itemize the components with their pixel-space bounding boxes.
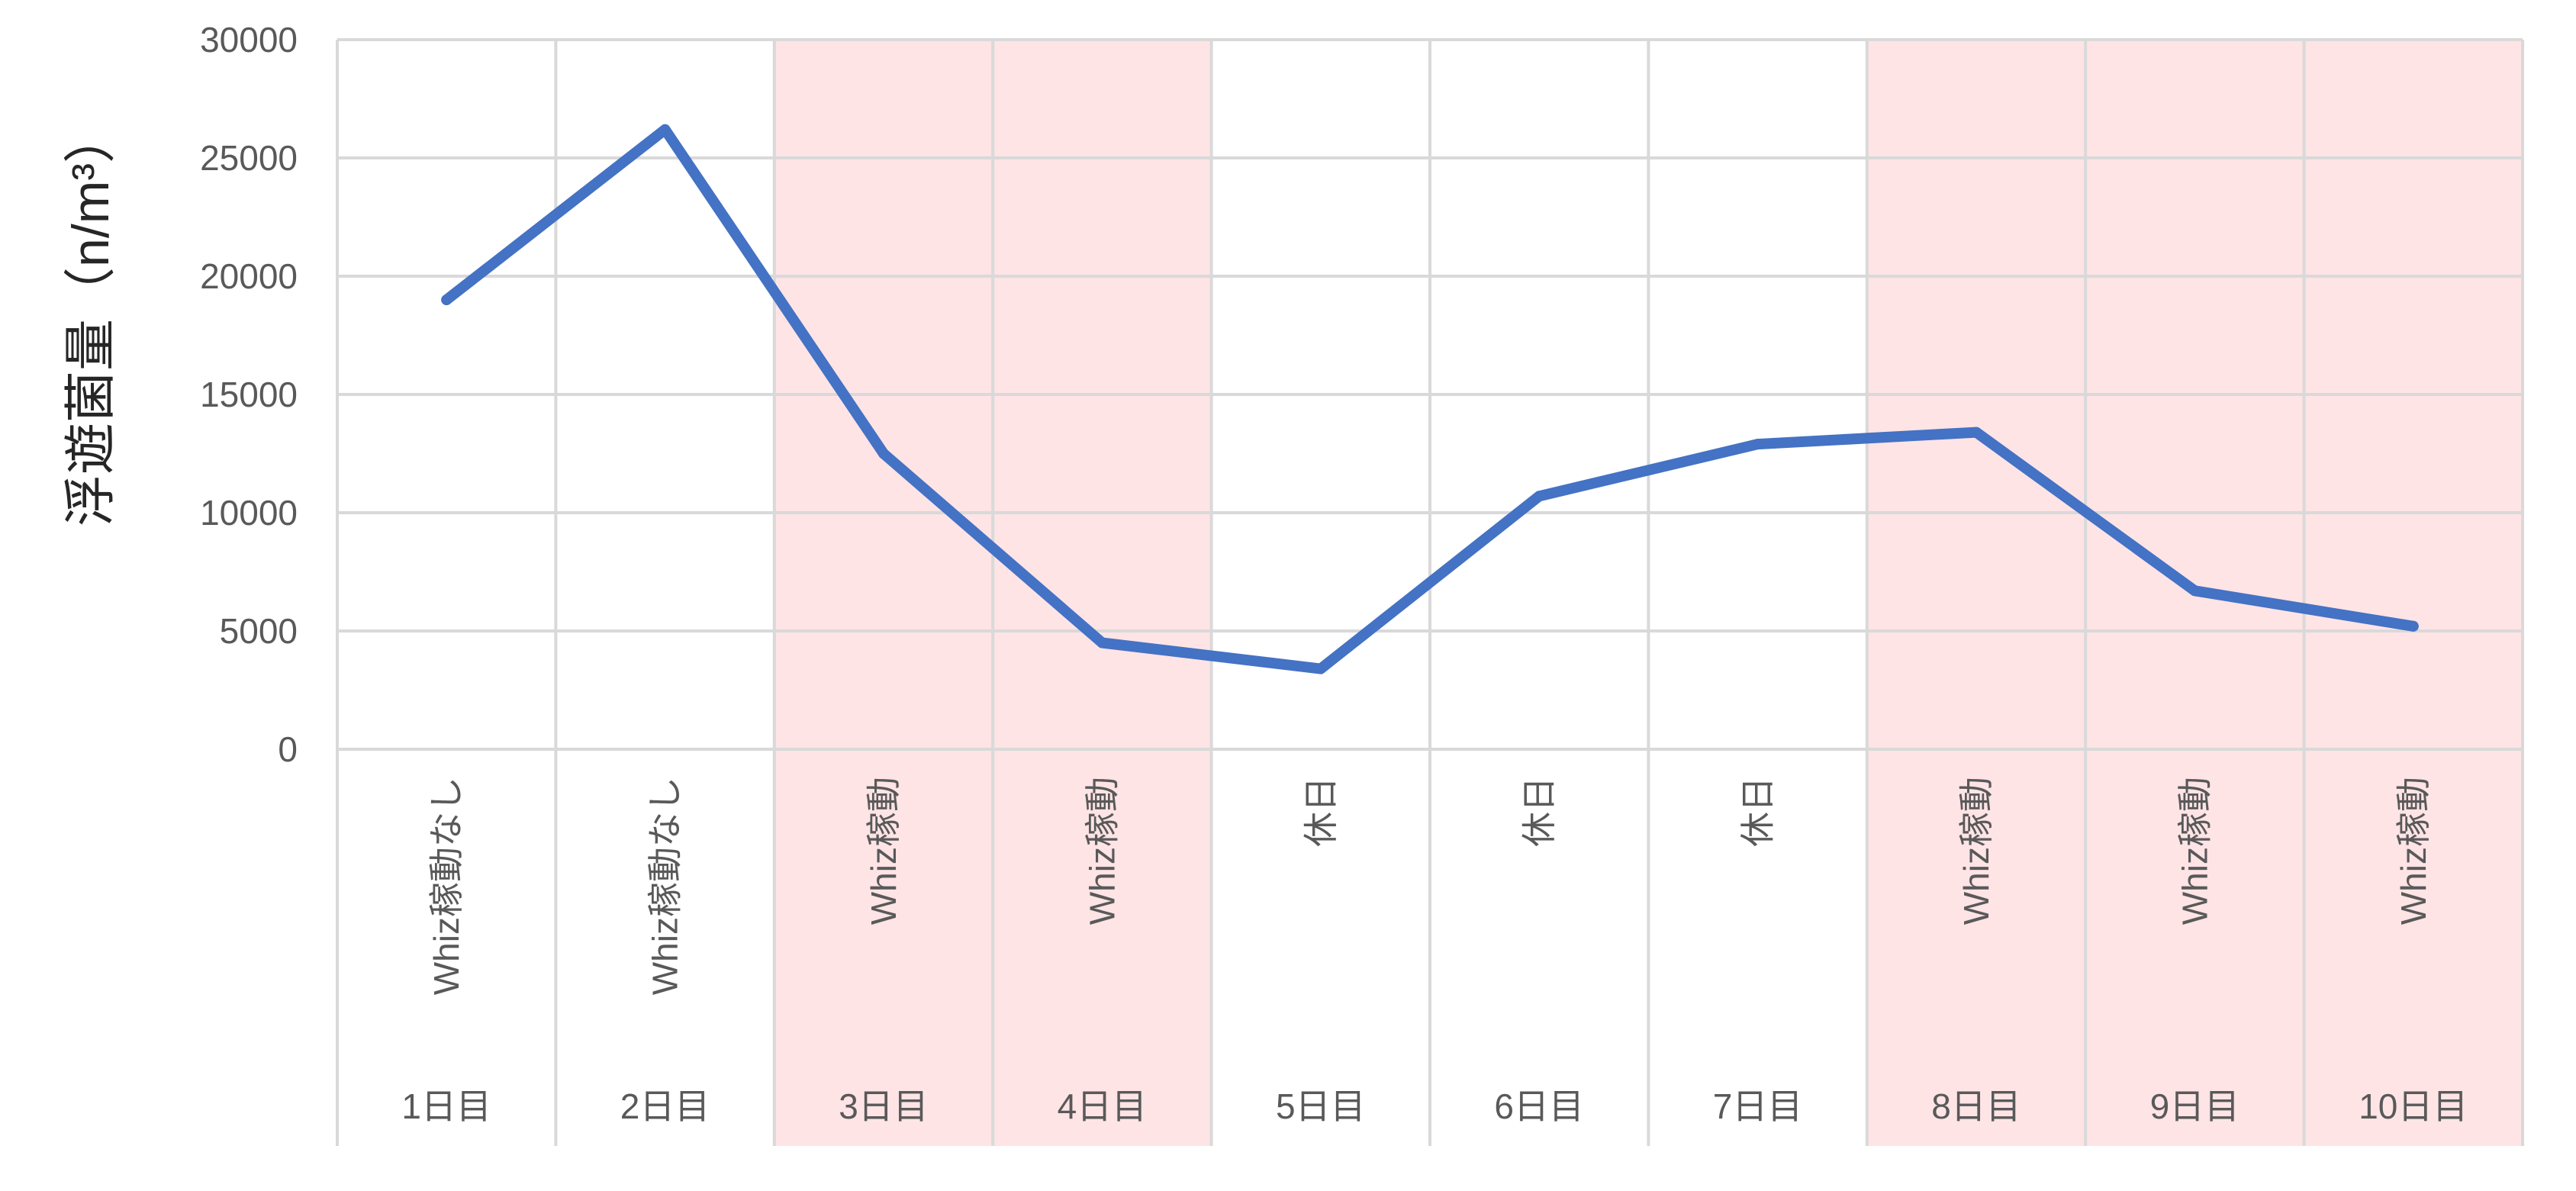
x-category-label: 8日目 xyxy=(1931,1086,2021,1126)
highlight-band xyxy=(1866,40,2086,1146)
condition-label: 休日 xyxy=(1738,777,1778,847)
y-tick-label: 10000 xyxy=(200,493,298,533)
data-point xyxy=(659,124,671,135)
condition-label: Whiz稼動 xyxy=(1956,777,1996,925)
condition-label: Whiz稼動なし xyxy=(646,777,685,995)
condition-label: Whiz稼動 xyxy=(2394,777,2433,925)
data-point xyxy=(1752,439,1763,450)
data-point xyxy=(1971,427,1982,438)
x-category-label: 2日目 xyxy=(620,1086,710,1126)
y-tick-label: 5000 xyxy=(220,611,298,651)
condition-label: Whiz稼動なし xyxy=(427,777,466,995)
condition-label: Whiz稼動 xyxy=(864,777,903,925)
x-category-label: 4日目 xyxy=(1058,1086,1148,1126)
data-point xyxy=(2189,585,2201,597)
y-tick-label: 30000 xyxy=(200,20,298,60)
data-point xyxy=(1096,637,1108,649)
series-layer xyxy=(441,124,2419,674)
series-line xyxy=(441,124,2419,674)
y-tick-label: 20000 xyxy=(200,256,298,296)
data-point xyxy=(1315,663,1326,674)
y-tick-label: 25000 xyxy=(200,138,298,178)
y-axis-label: 浮遊菌量（n/m³） xyxy=(62,111,120,526)
data-point xyxy=(2407,620,2419,632)
x-category-label: 10日目 xyxy=(2359,1086,2468,1126)
data-point xyxy=(441,295,452,305)
y-tick-label: 0 xyxy=(278,729,298,769)
highlight-band xyxy=(993,40,1212,1146)
highlight-bands xyxy=(774,40,2523,1146)
condition-labels: Whiz稼動なし Whiz稼動なし Whiz稼動 Whiz稼動 休日 休日 休日 Whiz稼動… xyxy=(427,777,2433,995)
data-point xyxy=(1534,491,1545,502)
y-axis-ticks: 0 5000 10000 15000 20000 25000 30000 xyxy=(200,20,298,769)
x-category-label: 3日目 xyxy=(839,1086,929,1126)
x-axis-categories: 1日目 2日目 3日目 4日目 5日目 6日目 7日目 8日目 9日目 10日目 xyxy=(401,1086,2468,1126)
gridlines xyxy=(336,38,2524,1146)
highlight-band xyxy=(2304,40,2523,1146)
data-point xyxy=(878,448,889,459)
condition-label: Whiz稼動 xyxy=(1082,777,1122,925)
highlight-band xyxy=(774,40,993,1146)
condition-label: Whiz稼動 xyxy=(2175,777,2214,925)
condition-label: 休日 xyxy=(1301,777,1341,847)
condition-label: 休日 xyxy=(1519,777,1559,847)
x-category-label: 1日目 xyxy=(401,1086,491,1126)
x-category-label: 7日目 xyxy=(1713,1086,1803,1126)
y-tick-label: 15000 xyxy=(200,375,298,414)
x-category-label: 6日目 xyxy=(1494,1086,1584,1126)
x-category-label: 9日目 xyxy=(2150,1086,2240,1126)
x-category-label: 5日目 xyxy=(1276,1086,1366,1126)
